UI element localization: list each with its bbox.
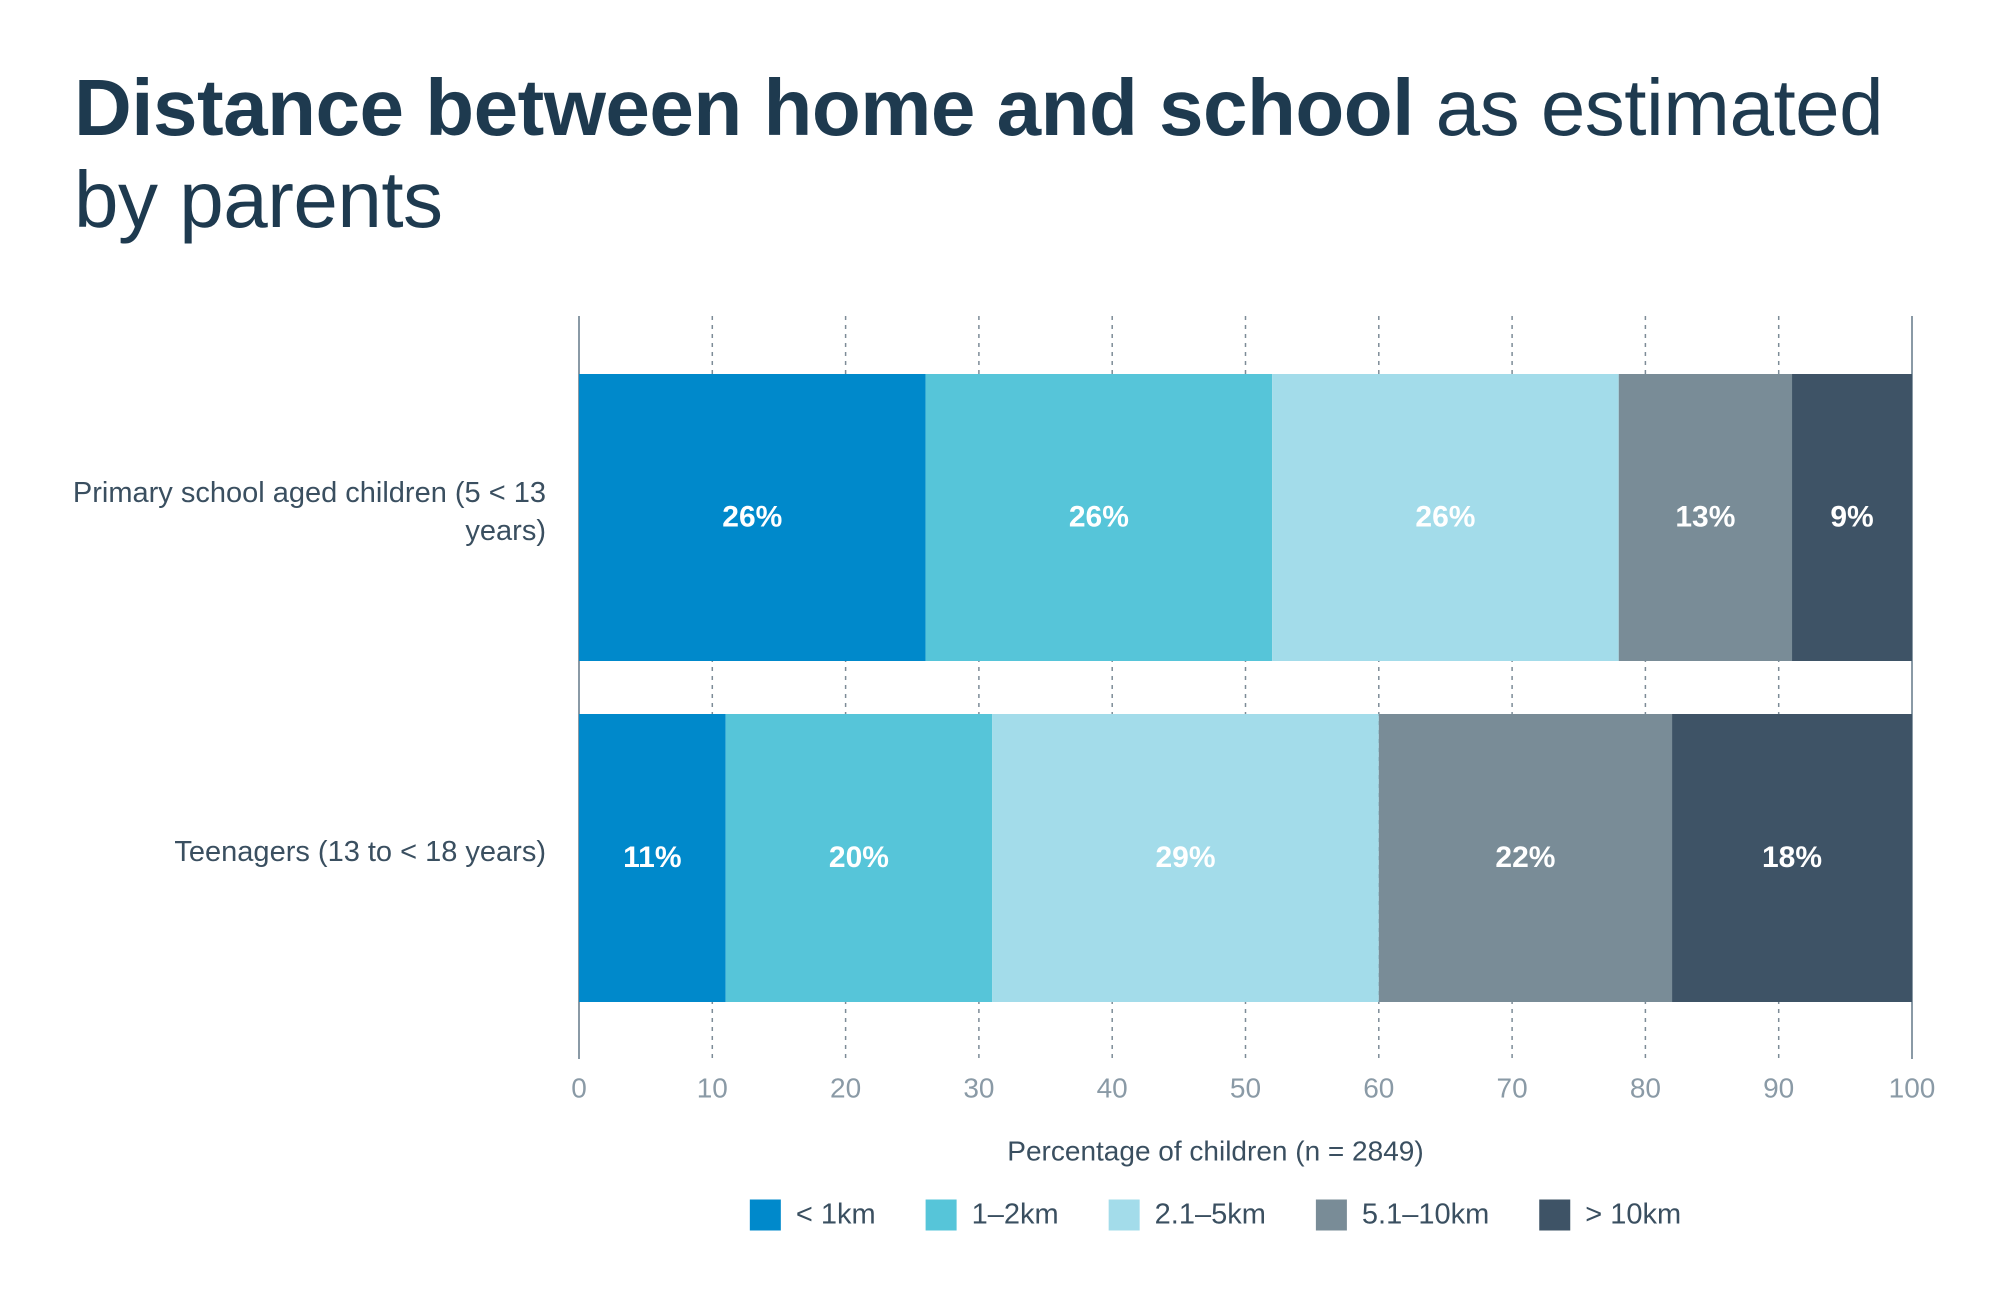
category-label: Primary school aged children (5 < 13 yea… xyxy=(72,476,546,547)
legend-label: < 1km xyxy=(796,1199,876,1231)
bar-segment xyxy=(1618,374,1793,661)
title-bold: Distance between home and school xyxy=(74,63,1414,152)
title-suffix: as estimated by parents xyxy=(74,63,1884,244)
chart-title: Distance between home and school as esti… xyxy=(74,62,1934,246)
value-label: 26% xyxy=(1415,500,1475,533)
value-label: 22% xyxy=(1495,841,1555,874)
value-label: 20% xyxy=(829,841,889,874)
legend-label: > 10km xyxy=(1585,1199,1681,1231)
legend-swatch xyxy=(1539,1199,1571,1231)
x-tick-label: 80 xyxy=(1630,1072,1661,1103)
legend: < 1km 1–2km 2.1–5km 5.1–10km > 10km xyxy=(749,1199,1681,1231)
bar-segment xyxy=(1792,374,1912,661)
legend-swatch xyxy=(1315,1199,1347,1231)
x-tick-label: 60 xyxy=(1363,1072,1394,1103)
legend-swatch xyxy=(749,1199,781,1231)
value-label: 29% xyxy=(1155,841,1215,874)
x-tick-label: 10 xyxy=(697,1072,728,1103)
bar-segment xyxy=(1672,714,1912,1002)
category-label: Teenagers (13 to < 18 years) xyxy=(174,836,546,868)
x-tick-label: 20 xyxy=(830,1072,861,1103)
x-tick-label: 50 xyxy=(1230,1072,1261,1103)
bar-segment xyxy=(579,714,726,1002)
value-label: 26% xyxy=(1069,500,1129,533)
x-tick-label: 100 xyxy=(1889,1072,1936,1103)
x-tick-label: 0 xyxy=(571,1072,587,1103)
bar-segment xyxy=(992,714,1379,1002)
legend-swatch xyxy=(1108,1199,1140,1231)
legend-swatch xyxy=(925,1199,957,1231)
value-label: 11% xyxy=(623,841,681,874)
value-label: 9% xyxy=(1830,500,1873,533)
value-label: 26% xyxy=(722,500,782,533)
bar-segment xyxy=(925,374,1273,661)
legend-label: 2.1–5km xyxy=(1155,1199,1266,1231)
x-tick-label: 40 xyxy=(1097,1072,1128,1103)
x-tick-label: 90 xyxy=(1763,1072,1794,1103)
x-tick-label: 70 xyxy=(1497,1072,1528,1103)
value-label: 18% xyxy=(1762,841,1822,874)
bar-segment xyxy=(579,374,926,661)
bar-segment xyxy=(725,714,993,1002)
legend-label: 1–2km xyxy=(972,1199,1059,1231)
value-label: 13% xyxy=(1675,500,1735,533)
bar-segment xyxy=(1272,374,1619,661)
x-axis-label: Percentage of children (n = 2849) xyxy=(1007,1135,1423,1166)
legend-label: 5.1–10km xyxy=(1362,1199,1489,1231)
x-tick-label: 30 xyxy=(963,1072,994,1103)
bar-segment xyxy=(1378,714,1673,1002)
